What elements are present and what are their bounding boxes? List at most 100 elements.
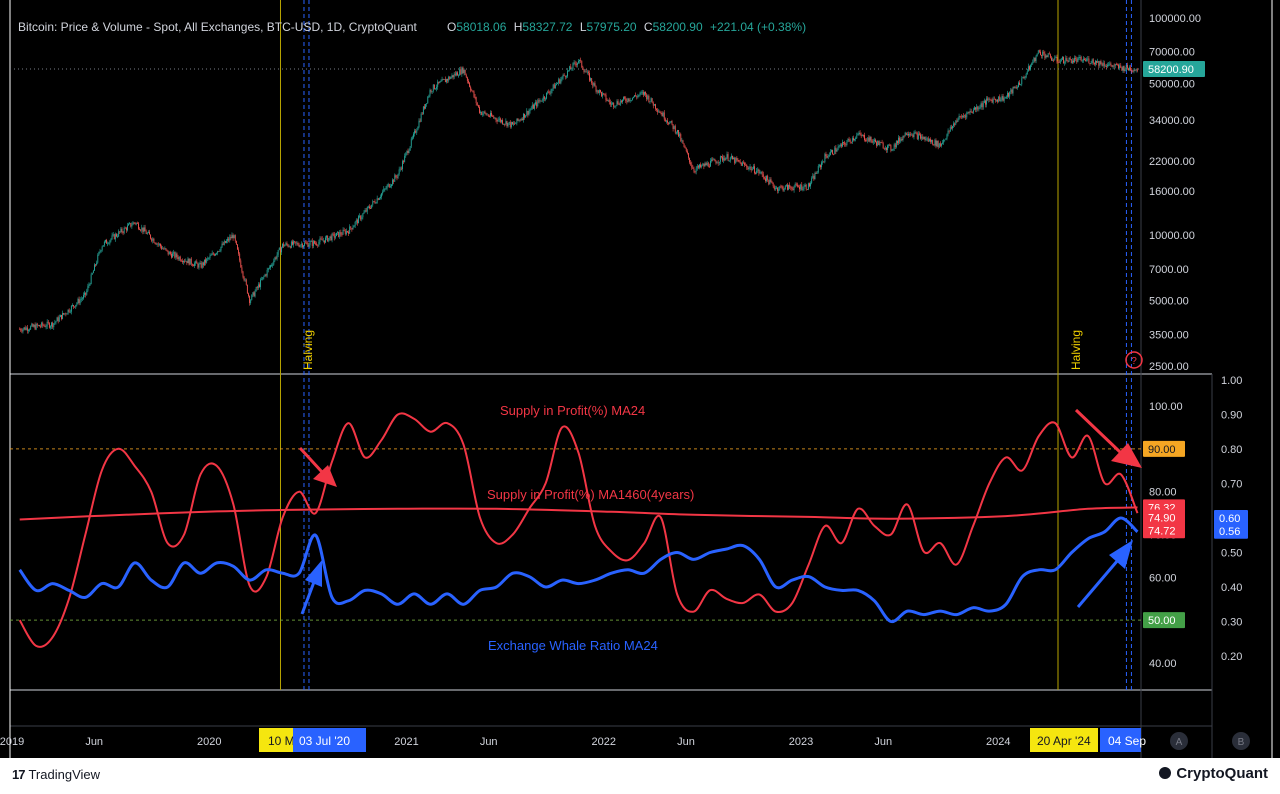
candle-body <box>189 258 191 265</box>
candle-body <box>80 299 82 300</box>
chart-canvas[interactable]: 100000.00 70000.00 50000.00 34000.00 22000.0… <box>0 0 1280 758</box>
help-marker[interactable] <box>1125 351 1143 369</box>
candle-body <box>976 106 978 110</box>
candle-body <box>314 241 315 244</box>
candle-body <box>502 120 504 124</box>
candle-body <box>774 188 776 190</box>
candle-body <box>798 186 799 188</box>
candle-body <box>655 104 656 109</box>
candle-body <box>904 132 906 137</box>
candle-body <box>706 162 708 166</box>
candle-body <box>1068 57 1070 62</box>
right-tick: 0.30 <box>1221 617 1242 629</box>
candle-body <box>587 71 589 74</box>
candle-body <box>580 59 582 61</box>
candle-body <box>319 238 321 242</box>
candle-body <box>1019 82 1021 85</box>
timeline-halving-2 <box>1030 728 1098 752</box>
candle-body <box>144 227 146 232</box>
candle-body <box>846 142 848 146</box>
candle-body <box>430 90 432 92</box>
candle-body <box>663 112 665 120</box>
candle-body <box>934 140 936 146</box>
candle-body <box>288 246 290 248</box>
candle-body <box>748 167 750 170</box>
right-tick: 0.40 <box>1221 582 1242 594</box>
candle-body <box>158 243 160 245</box>
candle-body <box>931 139 933 142</box>
candle-body <box>99 251 101 253</box>
cryptoquant-logo[interactable]: CryptoQuant <box>1159 765 1268 782</box>
candle-body <box>405 153 407 157</box>
badge-90 <box>1143 440 1185 457</box>
candle-body <box>383 188 385 192</box>
candle-body <box>640 92 642 94</box>
timeline-halving-2-text: 20 Apr '24 <box>1037 734 1091 748</box>
price-tick: 10000.00 <box>1149 230 1195 242</box>
candle-body <box>981 103 983 108</box>
candle-body <box>613 102 615 107</box>
price-tick: 100000.00 <box>1149 13 1201 25</box>
candle-body <box>450 77 452 79</box>
candle-body <box>575 64 577 66</box>
price-tick: 16000.00 <box>1149 186 1195 198</box>
candle-body <box>37 325 39 326</box>
candle-body <box>586 71 588 73</box>
candle-body <box>443 79 445 80</box>
candle-body <box>446 79 447 83</box>
candle-body <box>662 112 664 117</box>
candle-body <box>829 151 831 155</box>
candle-body <box>971 112 973 113</box>
candle-body <box>856 135 858 139</box>
candle-body <box>420 113 422 122</box>
candle-body <box>659 111 661 113</box>
candle-body <box>591 78 593 83</box>
candle-body <box>564 75 566 78</box>
candle-body <box>330 236 332 241</box>
candle-body <box>25 327 27 330</box>
price-tick: 50000.00 <box>1149 78 1195 90</box>
candle-body <box>949 127 951 132</box>
candle-body <box>296 243 298 244</box>
candle-body <box>195 261 197 264</box>
candle-body <box>924 136 926 140</box>
candle-body <box>20 329 22 331</box>
candle-body <box>739 161 741 163</box>
candle-body <box>145 231 147 234</box>
candle-body <box>374 201 376 204</box>
candle-body <box>805 184 807 190</box>
log-scale-button[interactable] <box>1232 732 1250 750</box>
candle-body <box>881 142 883 144</box>
timeline-halving-1-text: 10 M <box>268 734 295 748</box>
candle-body <box>1124 69 1126 72</box>
candle-body <box>433 84 435 90</box>
candle-body <box>1037 50 1039 54</box>
candle-body <box>468 80 469 83</box>
candle-body <box>422 106 424 114</box>
candle-body <box>24 327 26 330</box>
candle-body <box>211 253 213 256</box>
candle-body <box>734 157 736 163</box>
candle-body <box>757 169 759 171</box>
candle-body <box>1003 97 1005 101</box>
candle-body <box>506 121 508 127</box>
candle-body <box>311 240 313 246</box>
candle-body <box>264 274 266 277</box>
candle-body <box>86 290 88 295</box>
candle-body <box>780 186 782 188</box>
series-supply-ma24 <box>18 412 1139 648</box>
candle-body <box>536 102 538 107</box>
candle-body <box>488 116 490 117</box>
candle-body <box>532 104 534 109</box>
candle-body <box>267 268 269 270</box>
timeline-marker-2 <box>1100 728 1141 752</box>
auto-scale-button[interactable] <box>1170 732 1188 750</box>
candle-body <box>177 257 179 260</box>
candle-body <box>832 150 834 155</box>
candle-body <box>837 146 839 151</box>
tradingview-logo[interactable]: 17 TradingView <box>12 767 100 782</box>
candle-body <box>39 325 40 327</box>
candle-body <box>933 144 935 146</box>
candle-body <box>245 279 247 285</box>
time-tick: Jun <box>874 736 892 748</box>
